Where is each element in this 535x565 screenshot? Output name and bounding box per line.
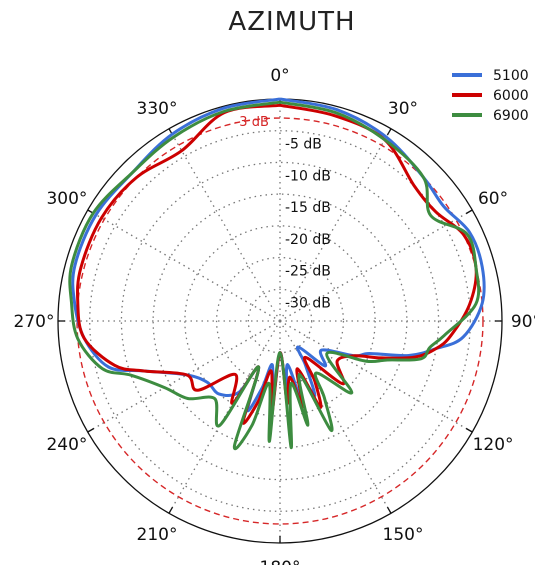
series-line-6000	[76, 103, 478, 425]
series-lines	[68, 97, 486, 451]
ring-label: -25 dB	[285, 264, 331, 280]
legend: 5100 6000 6900	[452, 68, 529, 124]
angle-tick	[168, 506, 174, 514]
ring-label: -5 dB	[285, 137, 322, 153]
polar-grid	[57, 98, 503, 544]
angle-label: 120°	[473, 435, 514, 455]
ring-label: -15 dB	[285, 200, 331, 216]
reference-ring: -3 dB	[76, 115, 484, 525]
angle-label: 210°	[137, 525, 178, 545]
angle-label: 300°	[46, 189, 87, 209]
angle-label: 150°	[383, 525, 424, 545]
angle-label: 240°	[46, 435, 87, 455]
legend-label: 6900	[493, 108, 529, 124]
angle-label: 60°	[478, 189, 508, 209]
legend-label: 5100	[493, 68, 529, 84]
ring-label: -30 dB	[285, 295, 331, 311]
series-line-6900	[68, 100, 481, 451]
angle-tick	[386, 506, 392, 514]
grid-spoke	[279, 320, 473, 433]
angle-label: 330°	[137, 99, 178, 119]
angle-label: 270°	[14, 312, 55, 332]
grid-spoke	[279, 209, 473, 322]
angle-label: 180°	[260, 558, 301, 565]
angle-tick	[386, 128, 392, 136]
grid-spoke	[279, 128, 392, 322]
ring-label: -10 dB	[285, 168, 331, 184]
angle-tick	[87, 427, 95, 433]
ring-labels: -5 dB -10 dB -15 dB -20 dB -25 dB -30 dB	[285, 137, 331, 312]
grid-spoke	[87, 209, 281, 322]
ring-label: -20 dB	[285, 232, 331, 248]
angle-tick	[465, 427, 473, 433]
angle-tick	[465, 209, 473, 215]
grid-spoke	[87, 320, 281, 433]
angle-label: 30°	[388, 99, 418, 119]
reference-ring-label: -3 dB	[235, 115, 269, 130]
chart-title: AZIMUTH	[228, 7, 355, 37]
angle-labels: 0° 30° 60° 90° 120° 150° 180° 210° 240° 270° 300° 3…	[14, 66, 535, 565]
grid-spoke	[168, 128, 281, 322]
grid-ring	[120, 161, 440, 481]
grid-ring	[89, 130, 471, 512]
angle-label: 90°	[511, 312, 535, 332]
grid-ring	[184, 225, 376, 417]
grid-spoke	[279, 320, 392, 514]
reference-ring-line	[76, 117, 484, 525]
angle-label: 0°	[270, 66, 289, 86]
legend-label: 6000	[493, 88, 529, 104]
grid-ring	[215, 256, 345, 386]
